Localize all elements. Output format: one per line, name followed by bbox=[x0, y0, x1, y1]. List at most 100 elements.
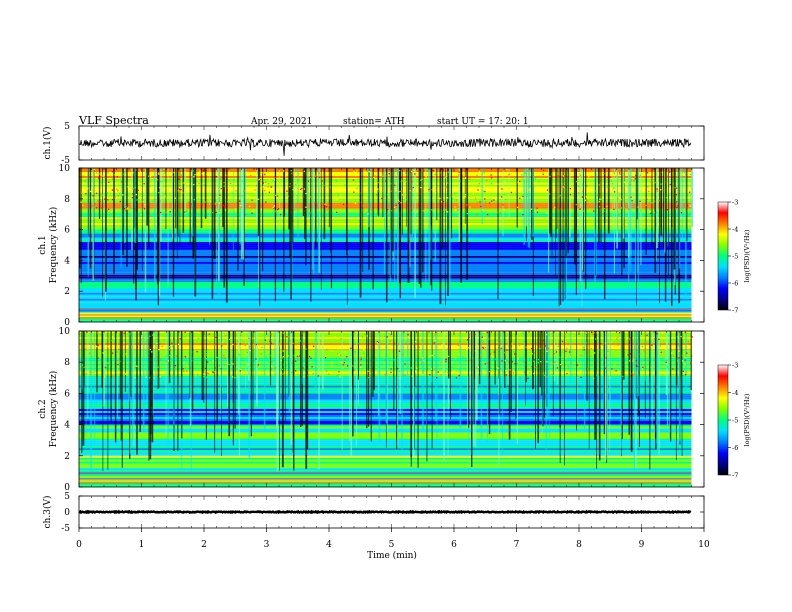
psd-speckle bbox=[117, 363, 119, 366]
psd-speckle bbox=[119, 371, 122, 373]
sferic-streak bbox=[515, 331, 517, 419]
psd-speckle bbox=[307, 187, 309, 189]
sferic-streak bbox=[475, 331, 477, 448]
psd-speckle bbox=[97, 344, 99, 347]
psd-speckle bbox=[324, 184, 326, 187]
psd-speckle bbox=[356, 358, 359, 360]
psd-band bbox=[79, 298, 692, 301]
psd-speckle bbox=[517, 358, 519, 360]
psd-speckle bbox=[434, 192, 437, 194]
psd-speckle bbox=[412, 343, 415, 345]
y-tick-label: 5 bbox=[64, 492, 70, 502]
psd-speckle bbox=[187, 362, 189, 364]
psd-speckle bbox=[270, 186, 273, 188]
psd-speckle bbox=[303, 361, 305, 363]
psd-speckle bbox=[580, 354, 582, 357]
psd-speckle bbox=[199, 170, 201, 172]
sferic-streak bbox=[147, 168, 150, 249]
psd-band bbox=[79, 459, 692, 462]
sferic-streak bbox=[144, 168, 147, 293]
psd-speckle bbox=[643, 368, 645, 370]
psd-speckle bbox=[161, 345, 163, 347]
psd-band bbox=[79, 241, 692, 244]
psd-speckle bbox=[588, 169, 590, 172]
sferic-streak bbox=[297, 168, 299, 237]
sferic-streak bbox=[528, 168, 531, 249]
sferic-streak bbox=[223, 168, 226, 288]
psd-speckle bbox=[143, 188, 146, 190]
psd-speckle bbox=[280, 359, 282, 362]
psd-speckle bbox=[683, 377, 685, 379]
psd-speckle bbox=[531, 353, 533, 355]
psd-speckle bbox=[507, 349, 509, 352]
sferic-streak bbox=[345, 168, 348, 256]
sferic-streak bbox=[173, 331, 175, 449]
psd-speckle bbox=[257, 179, 260, 181]
sferic-streak bbox=[634, 168, 637, 286]
psd-speckle bbox=[106, 192, 108, 194]
psd-speckle bbox=[646, 334, 648, 336]
psd-speckle bbox=[254, 189, 256, 191]
psd-band bbox=[79, 353, 692, 356]
psd-speckle bbox=[111, 178, 114, 180]
psd-speckle bbox=[350, 347, 352, 349]
sferic-streak bbox=[192, 168, 194, 237]
psd-speckle bbox=[555, 359, 557, 361]
sferic-streak bbox=[148, 331, 150, 462]
psd-speckle bbox=[649, 201, 651, 204]
psd-band bbox=[79, 251, 692, 254]
psd-speckle bbox=[111, 352, 114, 354]
psd-band bbox=[79, 383, 692, 386]
sferic-streak bbox=[136, 168, 138, 270]
psd-speckle bbox=[315, 358, 317, 360]
psd-speckle bbox=[682, 370, 685, 372]
sferic-streak bbox=[378, 331, 381, 443]
sferic-streak bbox=[658, 331, 660, 455]
psd-speckle bbox=[563, 189, 566, 191]
psd-speckle bbox=[465, 345, 467, 348]
psd-band bbox=[79, 349, 692, 350]
psd-speckle bbox=[302, 168, 305, 170]
sferic-streak bbox=[640, 168, 642, 265]
psd-speckle bbox=[582, 346, 585, 349]
psd-speckle bbox=[338, 353, 340, 356]
psd-speckle bbox=[457, 344, 460, 346]
x-tick-label: 7 bbox=[514, 540, 520, 550]
sferic-streak bbox=[406, 168, 407, 227]
sferic-streak bbox=[237, 168, 239, 271]
sferic-streak bbox=[167, 168, 169, 287]
psd-speckle bbox=[504, 356, 506, 358]
y-tick-label: 2 bbox=[64, 452, 70, 462]
sferic-streak bbox=[582, 331, 583, 388]
psd-speckle bbox=[93, 344, 95, 346]
sferic-streak bbox=[502, 331, 503, 456]
psd-speckle bbox=[149, 335, 151, 337]
psd-speckle bbox=[681, 360, 684, 362]
psd-speckle bbox=[529, 186, 531, 188]
psd-speckle bbox=[132, 193, 134, 195]
psd-speckle bbox=[609, 377, 611, 379]
sferic-streak bbox=[636, 168, 638, 220]
psd-band bbox=[79, 312, 692, 315]
psd-speckle bbox=[632, 373, 634, 376]
sferic-streak bbox=[466, 168, 469, 280]
psd-speckle bbox=[584, 199, 586, 201]
psd-speckle bbox=[629, 360, 631, 362]
psd-speckle bbox=[607, 352, 609, 354]
psd-speckle bbox=[114, 212, 117, 215]
sferic-streak bbox=[562, 168, 564, 302]
psd-speckle bbox=[309, 196, 312, 198]
psd-speckle bbox=[631, 200, 633, 202]
psd-band bbox=[79, 395, 692, 398]
psd-band bbox=[79, 283, 692, 286]
psd-speckle bbox=[646, 339, 648, 341]
psd-speckle bbox=[534, 178, 537, 180]
sferic-streak bbox=[464, 168, 466, 224]
sferic-streak bbox=[594, 168, 596, 283]
psd-speckle bbox=[458, 174, 460, 176]
psd-speckle bbox=[431, 189, 433, 191]
psd-speckle bbox=[501, 196, 503, 198]
psd-speckle bbox=[154, 198, 156, 201]
psd-speckle bbox=[312, 373, 314, 375]
psd-speckle bbox=[566, 372, 568, 375]
